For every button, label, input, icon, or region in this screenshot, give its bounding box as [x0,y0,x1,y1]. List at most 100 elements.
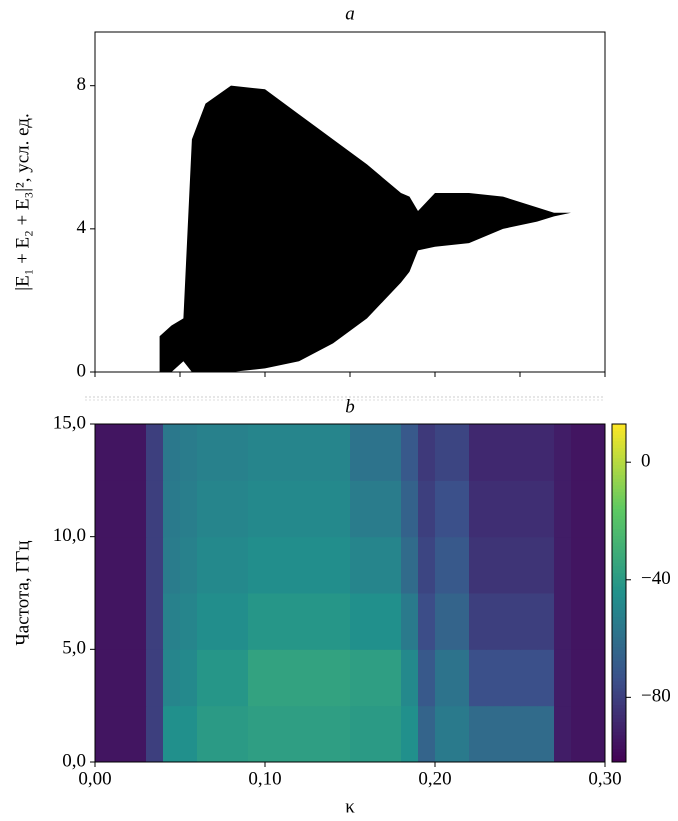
colorbar-tick-label: 0 [641,451,651,472]
heat-cell [537,649,555,707]
heat-cell [401,593,419,650]
panel-title: b [345,396,355,417]
heat-cell [486,536,504,594]
heat-cell [384,593,402,650]
colorbar-step [612,694,626,699]
colorbar-step [612,535,626,540]
heat-cell [316,649,334,707]
heat-cell [350,649,368,707]
heat-cell [146,424,164,481]
heat-cell [520,424,538,481]
heat-cell [401,705,419,763]
heat-cell [418,480,436,538]
heat-cell [350,424,368,481]
colorbar-step [612,538,626,543]
colorbar-step [612,424,626,428]
colorbar-step [612,734,626,739]
colorbar-step [612,657,626,662]
heat-cell [248,536,266,594]
heat-cell [282,705,300,763]
heat-cell [299,705,317,763]
heat-cell [554,424,572,481]
heat-cell [367,536,385,594]
heat-cell [452,480,470,538]
heat-cell [299,480,317,538]
heat-cell [282,536,300,594]
heat-cell [537,536,555,594]
colorbar-step [612,464,626,469]
colorbar-step [612,663,626,668]
colorbar-step [612,620,626,624]
colorbar-step [612,471,626,476]
colorbar-step [612,427,626,432]
colorbar-step [612,626,626,631]
heat-cell [401,649,419,707]
colorbar-step [612,593,626,597]
heat-cell [333,705,351,763]
colorbar-step [612,697,626,702]
heat-cell [503,649,521,707]
colorbar-step [612,731,626,736]
colorbar-step [612,636,626,641]
heat-cell [112,480,130,538]
heat-cell [384,424,402,481]
heat-cell [146,536,164,594]
heat-cell [282,424,300,481]
heat-cell [180,649,198,707]
colorbar-step [612,623,626,628]
heat-cell [197,649,215,707]
heat-cell [537,424,555,481]
x-tick-label: 0,10 [248,768,281,789]
colorbar-step [612,755,626,760]
heat-cell [367,480,385,538]
heat-cell [537,593,555,650]
heat-cell [554,705,572,763]
heat-cell [112,649,130,707]
heat-cell [333,593,351,650]
heat-cell [418,536,436,594]
heat-cell [316,480,334,538]
colorbar-step [612,518,626,523]
colorbar-step [612,613,626,618]
colorbar-step [612,728,626,733]
colorbar-step [612,674,626,678]
heat-cell [401,536,419,594]
colorbar-step [612,522,626,526]
heat-cell [520,536,538,594]
colorbar-step [612,586,626,591]
colorbar-step [612,525,626,530]
heat-cell [469,480,487,538]
colorbar-step [612,451,626,455]
heat-cell [180,536,198,594]
heat-cell [588,480,606,538]
heat-cell [486,705,504,763]
heat-cell [214,593,232,650]
heat-cell [333,424,351,481]
colorbar-step [612,505,626,509]
colorbar-step [612,704,626,709]
heat-cell [435,649,453,707]
colorbar-step [612,437,626,442]
heat-cell [452,705,470,763]
colorbar-step [612,640,626,645]
heat-cell [112,424,130,481]
heat-cell [248,649,266,707]
heat-cell [333,536,351,594]
x-axis-label: κ [345,796,355,817]
heat-cell [452,593,470,650]
colorbar-step [612,680,626,685]
heat-cell [435,424,453,481]
heat-cell [282,649,300,707]
heat-cell [452,649,470,707]
scatter-cloud [159,85,605,373]
heat-cell [367,649,385,707]
colorbar-step [612,484,626,489]
heat-cell [112,536,130,594]
heat-cell [248,480,266,538]
colorbar-step [612,511,626,516]
heat-cell [401,424,419,481]
colorbar-tick-label: −80 [641,686,671,707]
heat-cell [571,424,589,481]
colorbar-step [612,532,626,537]
colorbar-step [612,616,626,621]
